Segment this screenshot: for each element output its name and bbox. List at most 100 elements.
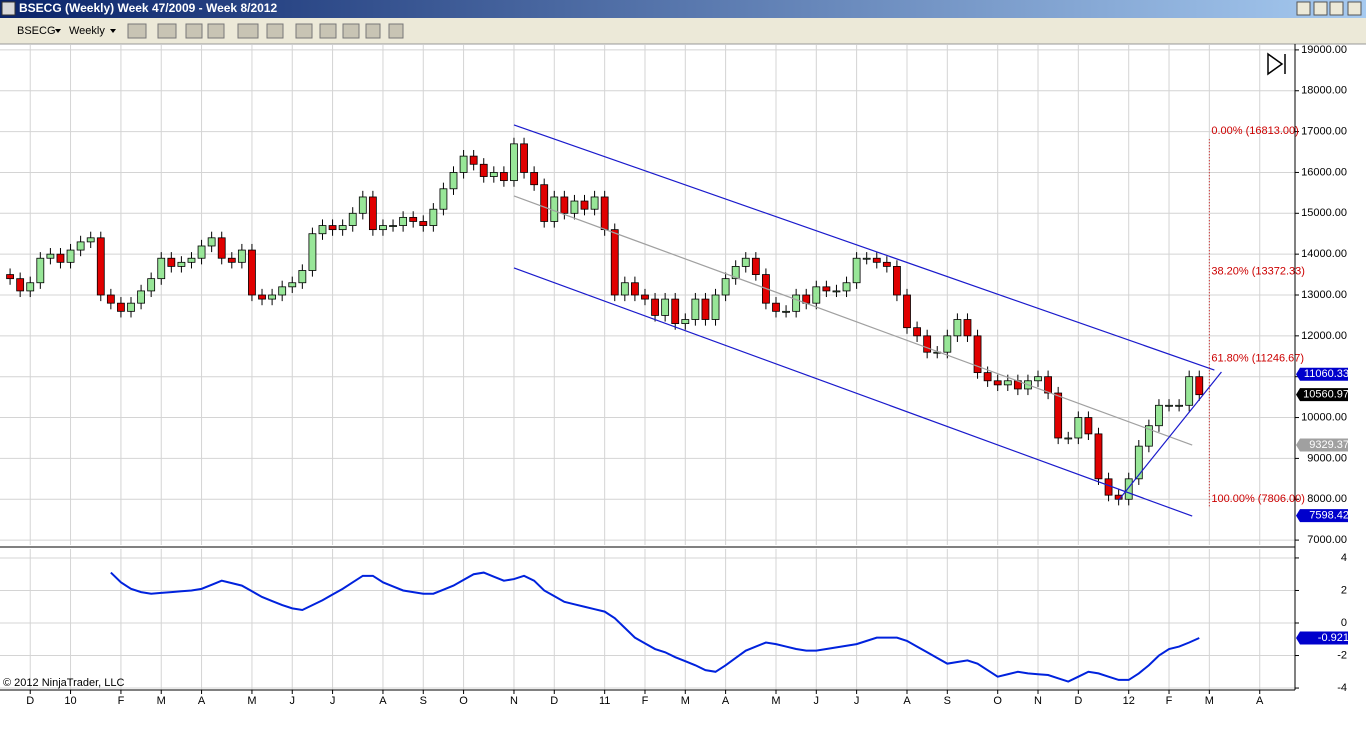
candle-body: [600, 196, 609, 231]
trend-line: [513, 124, 1215, 371]
indicators-button[interactable]: [319, 23, 337, 39]
trend-line: [513, 267, 1193, 517]
x-tick-label: M: [1205, 695, 1214, 707]
playback-icon[interactable]: [1267, 52, 1286, 76]
candle-body: [288, 282, 297, 288]
candle-body: [751, 257, 760, 275]
dropdown-arrow: [55, 29, 61, 33]
close-button[interactable]: [1347, 1, 1362, 16]
candle-body: [399, 216, 408, 226]
candle-body: [792, 294, 801, 312]
x-tick-label: F: [118, 695, 125, 707]
candle-body: [923, 335, 932, 353]
candle-body: [842, 282, 851, 292]
x-tick-label: M: [157, 695, 166, 707]
candle-body: [530, 172, 539, 186]
candle-body: [701, 298, 710, 320]
candle-body: [358, 196, 367, 214]
candle-body: [550, 196, 559, 222]
x-tick-label: N: [510, 695, 518, 707]
strategies-button[interactable]: [342, 23, 360, 39]
candle-body: [691, 298, 700, 320]
candle-body: [943, 335, 952, 353]
maximize-button[interactable]: [1329, 1, 1344, 16]
candle-body: [832, 290, 841, 293]
candle-body: [631, 282, 639, 296]
y-tick-label: 14000.00: [1301, 248, 1347, 260]
x-tick-label: O: [993, 695, 1002, 707]
candle-body: [207, 237, 216, 247]
candle-body: [973, 335, 982, 374]
bar-type-button[interactable]: [127, 23, 147, 39]
candle-body: [1003, 380, 1012, 386]
x-tick-label: A: [198, 695, 206, 707]
restore-button[interactable]: [1296, 1, 1311, 16]
candle-body: [882, 261, 891, 267]
candle-body: [177, 261, 186, 267]
cursor-button[interactable]: [237, 23, 259, 39]
candle-body: [661, 298, 670, 316]
candle-body: [469, 155, 478, 165]
y-tick-label: -4: [1337, 682, 1347, 694]
candle-body: [1185, 376, 1194, 406]
price-marker: [1296, 509, 1348, 523]
interval-selector[interactable]: Weekly: [69, 25, 105, 37]
zoom-button[interactable]: [266, 23, 284, 39]
candle-body: [1084, 417, 1093, 435]
dropdown-arrow: [110, 29, 116, 33]
add-button[interactable]: [185, 23, 203, 39]
candle-body: [1074, 417, 1083, 439]
y-tick-label: 9000.00: [1307, 452, 1347, 464]
symbol-selector[interactable]: BSECG: [17, 25, 56, 37]
candle-body: [499, 172, 508, 182]
x-tick-label: 11: [599, 695, 610, 707]
candle-body: [590, 196, 599, 210]
y-tick-label: 17000.00: [1301, 126, 1347, 138]
candle-body: [681, 319, 690, 324]
candle-body: [570, 200, 579, 214]
candle-body: [36, 257, 45, 284]
layout-button[interactable]: [388, 23, 404, 39]
candle-body: [1064, 437, 1073, 440]
y-tick-label: 7000.00: [1307, 534, 1347, 546]
remove-button[interactable]: [207, 23, 225, 39]
y-tick-label: 13000.00: [1301, 289, 1347, 301]
candle-body: [489, 172, 498, 177]
draw-button[interactable]: [157, 23, 177, 39]
data-series-button[interactable]: [295, 23, 313, 39]
candle-body: [106, 294, 115, 304]
x-tick-label: F: [642, 695, 649, 707]
candle-body: [852, 257, 861, 284]
window-title: BSECG (Weekly) Week 47/2009 - Week 8/201…: [19, 1, 277, 15]
candle-body: [46, 253, 55, 259]
candle-body: [782, 310, 790, 313]
candle-body: [328, 225, 337, 231]
candle-body: [540, 184, 549, 222]
candle-body: [1094, 433, 1103, 480]
properties-button[interactable]: [365, 23, 381, 39]
minimize-button[interactable]: [1313, 1, 1328, 16]
candle-body: [822, 286, 831, 292]
candle-body: [127, 302, 135, 312]
y-tick-label: 18000.00: [1301, 85, 1347, 97]
candle-body: [671, 298, 680, 324]
candle-body: [963, 319, 972, 337]
candle-body: [1195, 376, 1204, 396]
x-tick-label: A: [722, 695, 730, 707]
candle-body: [157, 257, 166, 280]
candle-body: [379, 225, 387, 231]
candle-body: [1155, 404, 1163, 427]
x-tick-label: A: [1256, 695, 1264, 707]
candle-body: [56, 253, 65, 263]
candle-body: [197, 245, 206, 259]
candle-body: [1054, 392, 1063, 439]
window-buttons: [1296, 1, 1362, 16]
candle-body: [510, 143, 518, 182]
candle-body: [1124, 478, 1133, 500]
y-tick-label: 15000.00: [1301, 207, 1347, 219]
candle-body: [167, 257, 176, 267]
x-tick-label: J: [854, 695, 860, 707]
candle-body: [1144, 425, 1153, 447]
candle-body: [26, 282, 35, 292]
